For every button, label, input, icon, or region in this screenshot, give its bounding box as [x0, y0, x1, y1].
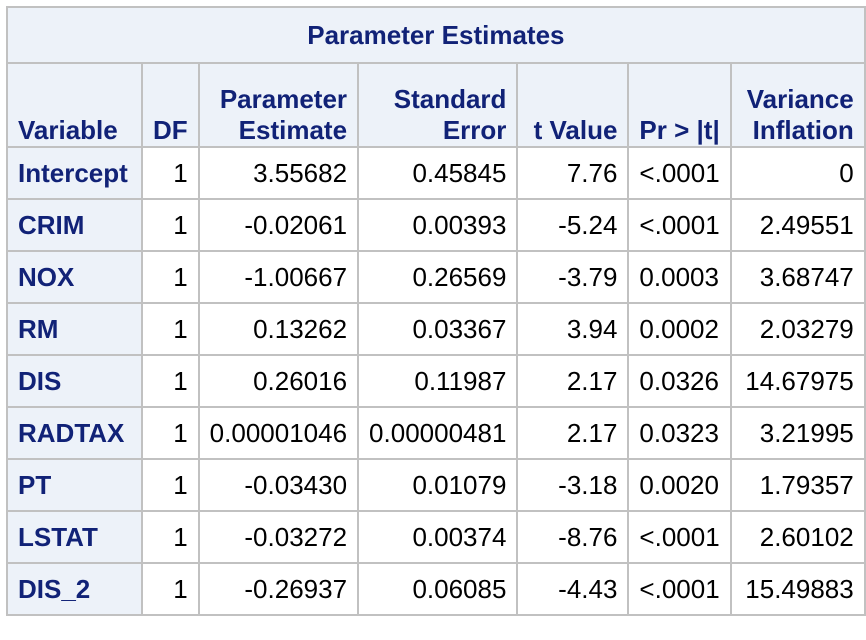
- column-header-text: Variance: [746, 84, 854, 114]
- t-value-cell: 7.76: [516, 146, 630, 200]
- p-value-cell: <.0001: [627, 510, 732, 564]
- column-header-row: Variable DF Parameter Estimate Standard Error…: [6, 62, 866, 148]
- variable-cell: LSTAT: [6, 510, 143, 564]
- df-cell: 1: [141, 250, 200, 304]
- p-value-cell: 0.0326: [627, 354, 732, 408]
- parameter-estimates-table-container: Parameter Estimates Variable DF Parameter E…: [6, 6, 866, 616]
- variance-inflation-cell: 0: [729, 146, 866, 200]
- estimate-cell: -0.26937: [197, 562, 360, 616]
- p-value-cell: 0.0323: [627, 406, 732, 460]
- variance-inflation-cell: 15.49883: [729, 562, 866, 616]
- estimate-cell: -0.03430: [197, 458, 360, 512]
- std-error-cell: 0.45845: [357, 146, 519, 200]
- df-cell: 1: [141, 302, 200, 356]
- estimate-cell: 3.55682: [197, 146, 360, 200]
- variable-cell: NOX: [6, 250, 143, 304]
- variable-cell: RM: [6, 302, 143, 356]
- variance-inflation-cell: 2.60102: [729, 510, 866, 564]
- table-row: DIS 1 0.26016 0.11987 2.17 0.0326 14.67975: [6, 354, 866, 408]
- t-value-cell: 2.17: [516, 406, 630, 460]
- df-cell: 1: [141, 458, 200, 512]
- column-header-variance-inflation: Variance Inflation: [729, 62, 866, 148]
- t-value-cell: -8.76: [516, 510, 630, 564]
- p-value-cell: 0.0002: [627, 302, 732, 356]
- variable-cell: CRIM: [6, 198, 143, 252]
- df-cell: 1: [141, 198, 200, 252]
- std-error-cell: 0.00393: [357, 198, 519, 252]
- variable-cell: Intercept: [6, 146, 143, 200]
- variance-inflation-cell: 2.49551: [729, 198, 866, 252]
- variable-cell: DIS: [6, 354, 143, 408]
- table-title-row: Parameter Estimates: [6, 6, 866, 64]
- variance-inflation-cell: 2.03279: [729, 302, 866, 356]
- column-header-parameter-estimate: Parameter Estimate: [197, 62, 360, 148]
- column-header-df: DF: [141, 62, 200, 148]
- t-value-cell: 3.94: [516, 302, 630, 356]
- std-error-cell: 0.00374: [357, 510, 519, 564]
- std-error-cell: 0.26569: [357, 250, 519, 304]
- column-header-t-value: t Value: [516, 62, 630, 148]
- std-error-cell: 0.03367: [357, 302, 519, 356]
- column-header-text: Error: [442, 115, 507, 145]
- p-value-cell: <.0001: [627, 198, 732, 252]
- table-row: CRIM 1 -0.02061 0.00393 -5.24 <.0001 2.49551: [6, 198, 866, 252]
- estimate-cell: -1.00667: [197, 250, 360, 304]
- p-value-cell: 0.0020: [627, 458, 732, 512]
- table-title: Parameter Estimates: [6, 6, 866, 64]
- df-cell: 1: [141, 354, 200, 408]
- std-error-cell: 0.01079: [357, 458, 519, 512]
- variable-cell: RADTAX: [6, 406, 143, 460]
- column-header-text: Standard: [393, 84, 507, 114]
- estimate-cell: -0.03272: [197, 510, 360, 564]
- t-value-cell: -4.43: [516, 562, 630, 616]
- column-header-variable: Variable: [6, 62, 143, 148]
- table-body: Intercept 1 3.55682 0.45845 7.76 <.0001 0 CRIM 1…: [6, 146, 866, 616]
- column-header-text: DF: [153, 115, 188, 145]
- df-cell: 1: [141, 562, 200, 616]
- std-error-cell: 0.00000481: [357, 406, 519, 460]
- p-value-cell: <.0001: [627, 562, 732, 616]
- column-header-text: Parameter: [219, 84, 348, 114]
- column-header-text: t Value: [533, 115, 618, 145]
- estimate-cell: -0.02061: [197, 198, 360, 252]
- column-header-text: Variable: [18, 115, 118, 145]
- variance-inflation-cell: 14.67975: [729, 354, 866, 408]
- std-error-cell: 0.06085: [357, 562, 519, 616]
- column-header-text: Pr > |t|: [639, 115, 720, 145]
- estimate-cell: 0.13262: [197, 302, 360, 356]
- df-cell: 1: [141, 146, 200, 200]
- table-row: RADTAX 1 0.00001046 0.00000481 2.17 0.0323 3.2…: [6, 406, 866, 460]
- estimate-cell: 0.00001046: [197, 406, 360, 460]
- t-value-cell: 2.17: [516, 354, 630, 408]
- table-row: Intercept 1 3.55682 0.45845 7.76 <.0001 0: [6, 146, 866, 200]
- variable-cell: DIS_2: [6, 562, 143, 616]
- column-header-text: Inflation: [752, 115, 854, 145]
- p-value-cell: 0.0003: [627, 250, 732, 304]
- variance-inflation-cell: 1.79357: [729, 458, 866, 512]
- table-row: RM 1 0.13262 0.03367 3.94 0.0002 2.03279: [6, 302, 866, 356]
- table-row: NOX 1 -1.00667 0.26569 -3.79 0.0003 3.68747: [6, 250, 866, 304]
- std-error-cell: 0.11987: [357, 354, 519, 408]
- column-header-pr-gt-t: Pr > |t|: [627, 62, 732, 148]
- table-row: DIS_2 1 -0.26937 0.06085 -4.43 <.0001 15.49883: [6, 562, 866, 616]
- t-value-cell: -3.18: [516, 458, 630, 512]
- estimate-cell: 0.26016: [197, 354, 360, 408]
- column-header-text: Estimate: [238, 115, 348, 145]
- p-value-cell: <.0001: [627, 146, 732, 200]
- df-cell: 1: [141, 406, 200, 460]
- variable-cell: PT: [6, 458, 143, 512]
- parameter-estimates-table: Parameter Estimates Variable DF Parameter E…: [6, 6, 866, 616]
- table-row: LSTAT 1 -0.03272 0.00374 -8.76 <.0001 2.60102: [6, 510, 866, 564]
- df-cell: 1: [141, 510, 200, 564]
- variance-inflation-cell: 3.21995: [729, 406, 866, 460]
- column-header-standard-error: Standard Error: [357, 62, 519, 148]
- t-value-cell: -5.24: [516, 198, 630, 252]
- variance-inflation-cell: 3.68747: [729, 250, 866, 304]
- table-row: PT 1 -0.03430 0.01079 -3.18 0.0020 1.79357: [6, 458, 866, 512]
- t-value-cell: -3.79: [516, 250, 630, 304]
